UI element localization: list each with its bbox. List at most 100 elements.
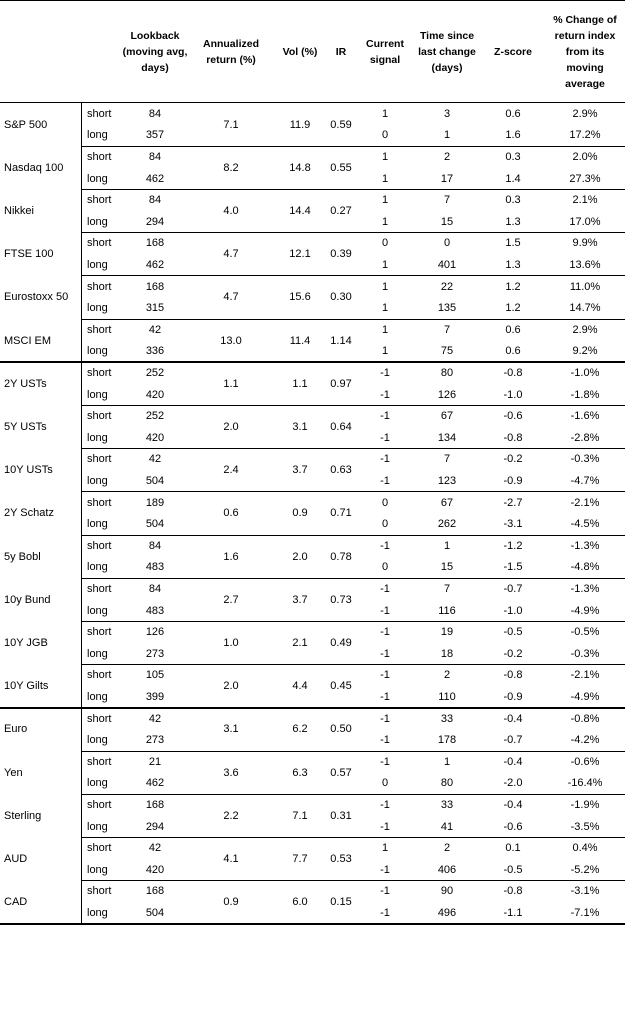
cell: 1.6 [505,129,521,142]
horizon-label: short [87,237,112,250]
cell: -1 [380,388,390,401]
cell: -1.9% [570,798,600,811]
horizon-label: long [87,863,108,876]
horizon-label: long [87,647,108,660]
horizon-label: long [87,388,108,401]
horizon-label: short [87,107,112,120]
cell: 0 [381,237,389,250]
cell: 0.6 [505,107,521,120]
cell: 357 [145,129,165,142]
horizon-label: long [87,345,108,358]
cell: 2.0 [223,680,239,693]
cell: 504 [145,906,165,919]
cell: 4.1 [223,852,239,865]
cell: 168 [145,885,165,898]
cell: 17.2% [569,129,601,142]
cell: 462 [145,258,165,271]
cell: 1 [443,129,451,142]
cell: 7.1 [292,809,308,822]
cell: 401 [437,258,457,271]
cell: 1.2 [505,302,521,315]
cell: 1.14 [330,334,352,347]
cell: 0 [381,129,389,142]
cell: -1 [380,431,390,444]
cell: 9.2% [572,345,598,358]
cell: 1.1 [223,377,239,390]
cell: 0.78 [330,550,352,563]
header-rule [0,0,625,1]
cell: 504 [145,518,165,531]
asset-name: Sterling [4,809,42,822]
cell: 67 [440,410,454,423]
cell: 90 [440,885,454,898]
cell: -0.4 [503,712,523,725]
cell: 483 [145,604,165,617]
row-rule [82,577,625,579]
cell: 80 [440,777,454,790]
horizon-label: short [87,366,112,379]
cell: 4.7 [223,291,239,304]
cell: 13.6% [569,258,601,271]
row-rule [82,145,625,147]
cell: 1 [381,215,389,228]
cell: 1.3 [505,258,521,271]
cell: 0.55 [330,161,352,174]
divider [81,103,82,924]
asset-name: Eurostoxx 50 [4,291,69,304]
cell: 6.3 [292,766,308,779]
cell: -0.8% [570,712,600,725]
cell: -0.5 [503,863,523,876]
cell: 2.9% [572,107,598,120]
column-header: % Change of return index from its moving… [553,13,617,90]
cell: 12.1 [289,248,311,261]
horizon-label: long [87,172,108,185]
cell: -2.7 [503,496,523,509]
cell: -0.3% [570,453,600,466]
cell: -1 [380,755,390,768]
horizon-label: short [87,626,112,639]
cell: 1 [381,150,389,163]
cell: 7 [443,582,451,595]
cell: 168 [145,237,165,250]
cell: 67 [440,496,454,509]
horizon-label: short [87,323,112,336]
cell: -1.3% [570,582,600,595]
cell: 1 [443,755,451,768]
cell: 123 [437,474,457,487]
horizon-label: long [87,431,108,444]
cell: 3.7 [292,593,308,606]
cell: 273 [145,647,165,660]
cell: 462 [145,777,165,790]
row-rule [82,793,625,795]
cell: -0.2 [503,453,523,466]
cell: 2.4 [223,464,239,477]
cell: 2.1 [292,636,308,649]
cell: 1 [381,345,389,358]
cell: 1 [381,302,389,315]
cell: -1 [380,798,390,811]
cell: -1 [380,712,390,725]
cell: 0.63 [330,464,352,477]
cell: 262 [437,518,457,531]
cell: -2.1% [570,496,600,509]
cell: 33 [440,712,454,725]
cell: 4.4 [292,680,308,693]
cell: 7 [443,323,451,336]
cell: -0.7 [503,582,523,595]
cell: -4.7% [570,474,600,487]
horizon-label: long [87,777,108,790]
cell: 84 [148,194,162,207]
asset-name: FTSE 100 [4,248,54,261]
column-header: IR [335,45,347,58]
cell: 1 [381,842,389,855]
asset-name: 5y Bobl [4,550,41,563]
cell: 420 [145,388,165,401]
cell: 1.5 [505,237,521,250]
cell: -1 [380,604,390,617]
cell: 168 [145,798,165,811]
cell: 1 [381,194,389,207]
cell: -4.9% [570,604,600,617]
cell: 13.0 [220,334,242,347]
cell: -1 [380,734,390,747]
